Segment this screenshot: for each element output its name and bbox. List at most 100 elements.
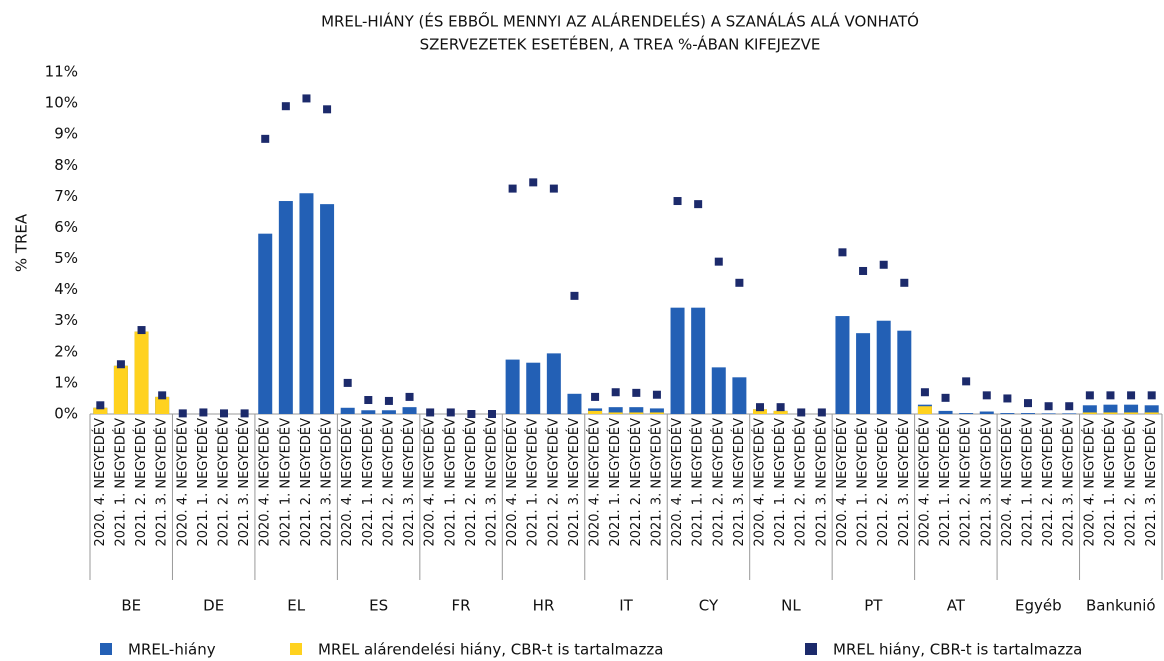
bar <box>629 412 644 414</box>
chart-title: MREL-HIÁNY (ÉS EBBŐL MENNYI AZ ALÁRENDEL… <box>321 11 919 31</box>
group-label: Bankunió <box>1086 597 1156 615</box>
x-tick-label: 2021. 1. NEGYEDÉV <box>360 418 376 547</box>
bar <box>113 365 128 414</box>
bar <box>588 410 603 414</box>
marker <box>549 184 558 193</box>
marker <box>364 396 373 405</box>
bar <box>1041 413 1056 414</box>
bar <box>402 407 417 414</box>
x-tick-label: 2021. 2. NEGYEDÉV <box>463 418 479 547</box>
marker <box>838 248 847 257</box>
legend-swatch <box>805 643 817 655</box>
x-tick-label: 2021. 2. NEGYEDÉV <box>380 418 396 547</box>
x-tick-label: 2021. 1. NEGYEDÉV <box>195 418 211 547</box>
marker <box>1003 394 1012 403</box>
x-tick-label: 2021. 2. NEGYEDÉV <box>1040 418 1056 547</box>
x-tick-label: 2021. 2. NEGYEDÉV <box>298 418 314 547</box>
x-tick-label: 2021. 3. NEGYEDÉV <box>648 418 664 547</box>
marker <box>920 388 929 397</box>
marker <box>158 391 167 400</box>
bar <box>608 407 623 414</box>
marker <box>529 178 538 187</box>
bar <box>959 413 974 414</box>
legend-label: MREL alárendelési hiány, CBR-t is tartal… <box>318 641 663 659</box>
x-tick-label: 2020. 4. NEGYEDÉV <box>587 418 603 547</box>
x-tick-label: 2021. 1. NEGYEDÉV <box>277 418 293 547</box>
bar <box>1082 405 1097 414</box>
x-tick-label: 2021. 3. NEGYEDÉV <box>896 418 912 547</box>
x-tick-label: 2021. 2. NEGYEDÉV <box>216 418 232 547</box>
group-label: ES <box>369 597 388 615</box>
bar <box>1000 413 1015 414</box>
x-tick-label: 2021. 1. NEGYEDÉV <box>525 418 541 547</box>
bar <box>381 410 396 414</box>
x-tick-label: 2021. 1. NEGYEDÉV <box>1102 418 1118 547</box>
marker <box>900 278 909 287</box>
x-tick-label: 2021. 2. NEGYEDÉV <box>793 418 809 547</box>
x-tick-label: 2021. 1. NEGYEDÉV <box>607 418 623 547</box>
marker <box>261 134 270 143</box>
marker <box>116 360 125 369</box>
marker <box>343 378 352 387</box>
marker <box>1147 391 1156 400</box>
marker <box>652 390 661 399</box>
x-tick-label: 2021. 3. NEGYEDÉV <box>484 418 500 547</box>
marker <box>302 94 311 103</box>
marker <box>384 396 393 405</box>
marker <box>178 409 187 418</box>
marker <box>508 184 517 193</box>
x-tick-label: 2021. 2. NEGYEDÉV <box>628 418 644 547</box>
marker <box>240 409 249 418</box>
marker <box>797 408 806 417</box>
x-tick-label: 2021. 3. NEGYEDÉV <box>154 418 170 547</box>
y-tick-label: 9% <box>54 125 78 143</box>
x-tick-label: 2021. 1. NEGYEDÉV <box>112 418 128 547</box>
bar <box>711 367 726 414</box>
marker <box>941 393 950 402</box>
x-tick-label: 2021. 3. NEGYEDÉV <box>236 418 252 547</box>
group-label: CY <box>699 597 719 615</box>
x-tick-label: 2021. 2. NEGYEDÉV <box>1123 418 1139 547</box>
marker <box>879 260 888 269</box>
legend-swatch <box>290 643 302 655</box>
bar <box>1021 413 1035 414</box>
bar <box>917 406 932 414</box>
x-tick-label: 2021. 3. NEGYEDÉV <box>1061 418 1077 547</box>
bar <box>649 412 664 414</box>
x-tick-label: 2021. 2. NEGYEDÉV <box>958 418 974 547</box>
marker <box>570 291 579 300</box>
marker <box>714 257 723 266</box>
marker <box>632 388 641 397</box>
bar <box>753 409 767 414</box>
y-tick-label: 6% <box>54 218 78 236</box>
marker <box>323 105 332 114</box>
bar <box>258 233 273 414</box>
x-tick-label: 2020. 4. NEGYEDÉV <box>669 418 685 547</box>
bar <box>1144 405 1159 414</box>
group-label: BE <box>121 597 141 615</box>
bar <box>1103 404 1118 414</box>
y-axis-label: % TREA <box>13 213 31 272</box>
y-tick-label: 4% <box>54 280 78 298</box>
x-tick-label: 2020. 4. NEGYEDÉV <box>916 418 932 547</box>
marker <box>1024 399 1032 408</box>
x-tick-label: 2021. 2. NEGYEDÉV <box>875 418 891 547</box>
y-tick-label: 10% <box>45 94 78 112</box>
marker <box>611 388 620 397</box>
marker <box>756 403 764 412</box>
bar <box>732 377 747 414</box>
marker <box>673 197 682 206</box>
group-label: IT <box>619 597 633 615</box>
y-tick-label: 2% <box>54 342 78 360</box>
x-tick-label: 2020. 4. NEGYEDÉV <box>422 418 438 547</box>
bar <box>773 410 788 414</box>
y-tick-label: 5% <box>54 249 78 267</box>
x-tick-label: 2021. 1. NEGYEDÉV <box>937 418 953 547</box>
bar <box>1124 412 1139 414</box>
marker <box>817 408 826 417</box>
marker <box>467 410 476 418</box>
marker <box>405 392 414 401</box>
group-label: PT <box>864 597 883 615</box>
bar <box>1124 404 1139 414</box>
